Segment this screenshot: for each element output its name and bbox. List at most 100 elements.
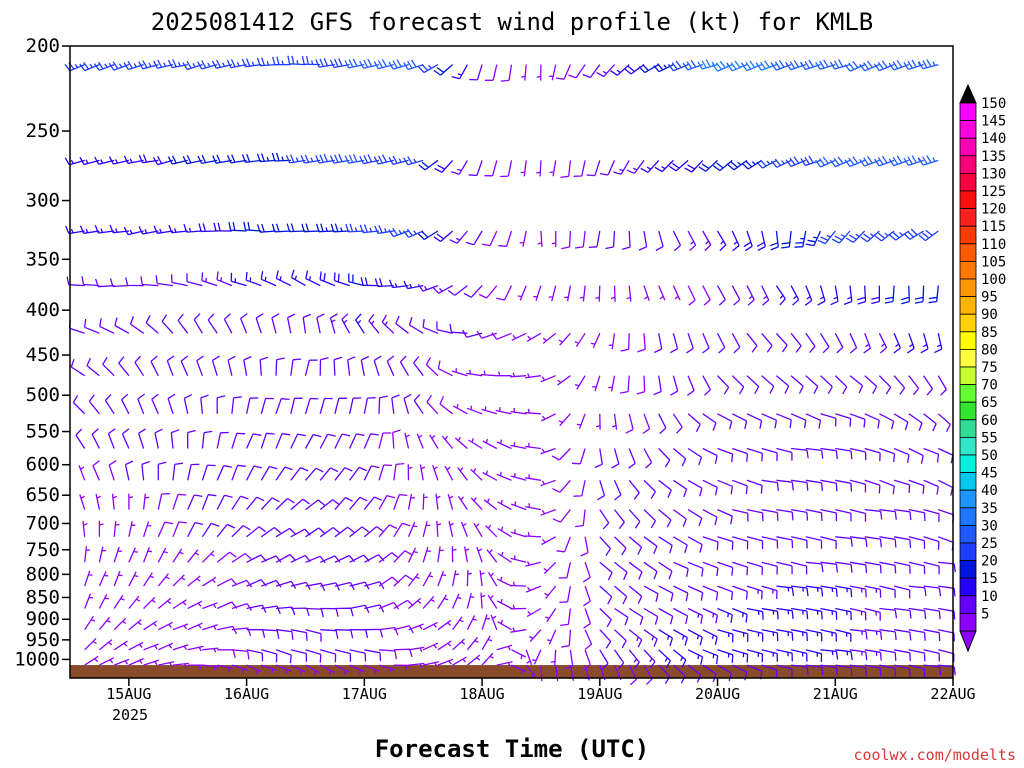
wind-barb	[334, 664, 350, 675]
wind-barb	[776, 536, 794, 549]
wind-barb	[134, 355, 145, 377]
x-tick-label: 21AUG	[813, 685, 858, 703]
wind-barb	[231, 579, 253, 588]
wind-barb	[388, 59, 409, 70]
wind-barb	[227, 355, 236, 376]
wind-barb	[98, 639, 113, 651]
wind-barb	[275, 649, 292, 664]
wind-barb	[579, 285, 586, 302]
wind-barb	[517, 285, 527, 301]
wind-barb	[732, 629, 749, 642]
wind-barb	[217, 625, 237, 635]
wind-barb	[908, 629, 926, 641]
wind-barb	[166, 355, 175, 376]
wind-barb	[78, 465, 86, 481]
wind-barb	[510, 501, 527, 511]
wind-barb	[761, 607, 779, 620]
wind-barb	[923, 536, 940, 550]
wind-barb	[599, 608, 612, 628]
wind-barb	[468, 438, 483, 450]
wind-barb	[620, 333, 630, 352]
wind-barb	[466, 405, 483, 415]
wind-barb	[216, 395, 226, 414]
colorbar-swatch	[959, 384, 977, 403]
wind-barb	[551, 230, 557, 248]
colorbar-label: 105	[981, 254, 1006, 270]
wind-barb	[275, 270, 292, 287]
wind-barb	[201, 550, 215, 563]
wind-barb	[790, 649, 808, 662]
colorbar-swatch	[959, 190, 977, 210]
wind-barb	[334, 496, 354, 511]
wind-barb	[731, 285, 741, 306]
wind-barb	[153, 59, 174, 69]
wind-barb	[143, 659, 160, 666]
wind-barb	[702, 375, 712, 396]
wind-barb	[408, 623, 424, 631]
wind-barb	[667, 60, 689, 72]
wind-barb	[702, 536, 719, 551]
wind-barb	[756, 230, 766, 251]
wind-barb	[761, 332, 773, 353]
wind-barb	[497, 499, 512, 511]
wind-barb	[938, 536, 954, 551]
wind-barb	[246, 465, 263, 481]
wind-barb	[500, 160, 513, 178]
wind-barb	[893, 664, 911, 677]
wind-barb	[476, 330, 497, 339]
wind-barb	[260, 432, 275, 449]
wind-barb	[682, 59, 704, 71]
wind-barb	[359, 224, 380, 234]
wind-barb	[70, 358, 86, 377]
wind-barb	[228, 221, 247, 232]
wind-barb	[344, 58, 365, 69]
wind-barb	[776, 585, 795, 596]
wind-barb	[525, 373, 541, 379]
wind-barb	[485, 524, 498, 538]
wind-barb	[167, 59, 188, 69]
wind-barb	[368, 313, 380, 334]
wind-barb	[113, 640, 128, 651]
wind-barb	[746, 447, 763, 462]
wind-barb	[776, 649, 793, 662]
wind-barb	[849, 607, 867, 621]
wind-barb	[275, 398, 290, 415]
wind-barb	[552, 509, 571, 523]
wind-barb	[359, 58, 380, 69]
wind-barb	[187, 494, 203, 510]
wind-barb	[829, 59, 851, 70]
wind-barb	[481, 635, 493, 651]
wind-barb	[496, 576, 512, 587]
wind-barb	[574, 375, 586, 390]
x-tick-label: 20AUG	[695, 685, 740, 703]
wind-barb	[573, 480, 586, 497]
wind-barb	[287, 55, 306, 66]
wind-barb	[495, 407, 512, 415]
wind-barb	[271, 313, 280, 334]
wind-barb	[305, 629, 322, 642]
wind-barb	[216, 271, 233, 287]
wind-barb	[466, 369, 483, 377]
wind-barb	[364, 604, 385, 613]
wind-barb	[643, 536, 658, 555]
colorbar-label: 120	[981, 202, 1006, 218]
wind-barb	[938, 585, 956, 597]
wind-barb	[525, 585, 542, 593]
wind-barb	[334, 649, 352, 662]
wind-barb	[873, 60, 895, 72]
wind-barb	[643, 607, 659, 625]
wind-barb	[583, 608, 592, 629]
wind-barb	[524, 408, 541, 415]
wind-barb	[157, 597, 172, 610]
wind-barb	[153, 225, 174, 234]
wind-barb	[483, 498, 498, 511]
wind-barb	[261, 664, 277, 673]
wind-barb	[349, 433, 365, 449]
wind-barb	[746, 629, 764, 642]
wind-barb	[334, 607, 354, 617]
colorbar-swatch	[959, 472, 977, 491]
wind-barb	[746, 585, 763, 600]
wind-barb	[549, 64, 557, 81]
wind-barb	[761, 649, 778, 662]
wind-barb	[402, 228, 424, 238]
